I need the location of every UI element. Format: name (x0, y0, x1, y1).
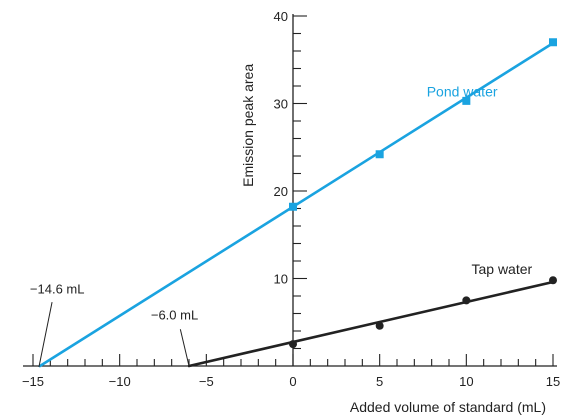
series-label-pond-water: Pond water (427, 84, 498, 100)
x-tick-label: 10 (459, 374, 473, 389)
x-tick-label: 0 (289, 374, 296, 389)
fit-line-tap-water (187, 280, 555, 368)
y-axis-title: Emission peak area (240, 64, 256, 187)
data-point-square (462, 96, 471, 105)
data-point-circle (289, 340, 297, 349)
y-tick-label: 20 (274, 184, 288, 199)
y-tick-label: 30 (274, 97, 288, 112)
x-tick-label: −5 (199, 374, 214, 389)
axes: −15 −10 −5 0 5 10 15 10 20 30 40 (22, 9, 560, 389)
x-tick-label: −15 (22, 374, 44, 389)
series-label-tap-water: Tap water (471, 261, 532, 277)
data-markers (289, 38, 557, 349)
x-axis-title: Added volume of standard (mL) (350, 399, 546, 415)
data-point-circle (462, 296, 471, 305)
data-point-square (549, 38, 557, 47)
y-tick-label: 40 (274, 9, 288, 24)
annotation-tap-intercept: −6.0 mL (151, 308, 198, 323)
data-point-square (375, 150, 384, 159)
data-point-circle (375, 321, 384, 330)
x-tick-label: 5 (376, 374, 383, 389)
data-point-circle (549, 276, 557, 285)
y-tick-label: 10 (274, 272, 288, 287)
annotation-leader-pond (38, 302, 53, 368)
chart-labels: Added volume of standard (mL) Emission pe… (30, 64, 546, 415)
annotation-pond-intercept: −14.6 mL (30, 281, 85, 296)
annotation-leader-tap (179, 329, 190, 367)
x-tick-label: 15 (546, 374, 560, 389)
x-tick-label: −10 (109, 374, 131, 389)
data-point-square (289, 202, 297, 211)
